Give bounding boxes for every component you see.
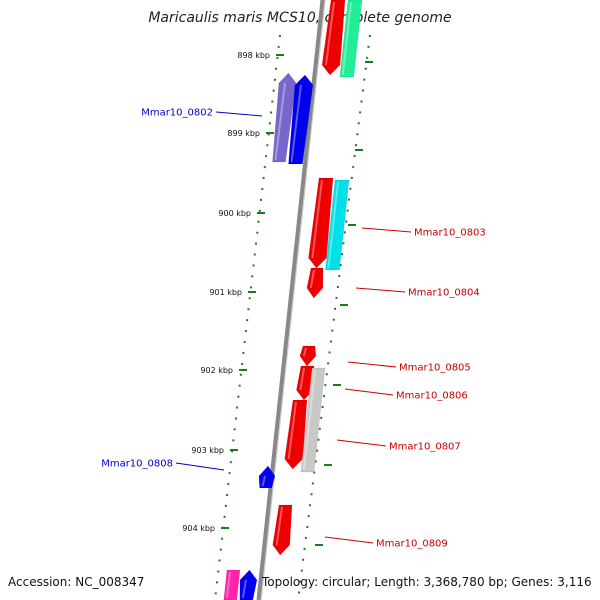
gene-shading — [327, 181, 339, 269]
gene-shading — [302, 347, 307, 357]
gene-label[interactable]: Mmar10_0807 — [389, 442, 461, 453]
gene-shading — [325, 1, 335, 66]
map-title: Maricaulis maris MCS10, complete genome — [148, 10, 452, 26]
gene-feature[interactable] — [300, 367, 326, 473]
tick-label: 902 kbp — [200, 366, 233, 375]
gene-leader-line — [344, 388, 394, 396]
gene-label[interactable]: Mmar10_0803 — [414, 228, 486, 239]
inner-dotted-rail — [214, 34, 281, 600]
tick-label: 900 kbp — [218, 209, 251, 218]
outer-dotted-rail — [297, 34, 371, 600]
gene-shading — [309, 269, 315, 289]
gene-leader-line — [324, 536, 374, 544]
gene-shading — [287, 401, 297, 460]
gene-label[interactable]: Mmar10_0809 — [376, 539, 448, 550]
gene-leader-line — [175, 462, 225, 471]
gene-leader-line — [355, 287, 406, 293]
gene-feature[interactable] — [325, 179, 350, 271]
accession-text: Accession: NC_008347 — [8, 575, 145, 589]
gene-shading — [341, 1, 352, 76]
gene-feature[interactable] — [272, 504, 293, 556]
gene-feature[interactable] — [239, 569, 258, 600]
gene-feature[interactable] — [339, 0, 363, 78]
tick-label: 903 kbp — [191, 446, 224, 455]
tick-label: 901 kbp — [209, 288, 242, 297]
gene-shading — [261, 475, 266, 487]
gene-shading — [311, 179, 323, 259]
gene-label[interactable]: Mmar10_0808 — [101, 459, 173, 470]
gene-shading — [302, 369, 316, 471]
gene-shading — [241, 579, 247, 599]
gene-feature[interactable] — [258, 465, 276, 489]
gene-shading — [290, 84, 302, 163]
gene-feature[interactable] — [272, 72, 297, 163]
gene-shading — [275, 506, 283, 546]
gene-leader-line — [361, 227, 412, 233]
gene-label[interactable]: Mmar10_0805 — [399, 363, 471, 374]
tick-label: 898 kbp — [237, 51, 270, 60]
gene-feature[interactable] — [321, 0, 346, 76]
gene-feature[interactable] — [306, 267, 324, 299]
tick-label: 904 kbp — [182, 524, 215, 533]
gene-feature[interactable] — [284, 399, 308, 470]
gene-label[interactable]: Mmar10_0806 — [396, 391, 468, 402]
gene-leader-line — [347, 361, 397, 368]
tick-label: 899 kbp — [227, 129, 260, 138]
topology-text: Topology: circular; Length: 3,368,780 bp… — [262, 575, 592, 589]
gene-feature[interactable] — [223, 569, 241, 600]
gene-label[interactable]: Mmar10_0804 — [408, 288, 480, 299]
genome-backbone — [256, 0, 326, 600]
gene-feature[interactable] — [288, 74, 314, 165]
gene-shading — [225, 571, 231, 599]
gene-label[interactable]: Mmar10_0802 — [141, 108, 213, 119]
gene-feature[interactable] — [299, 345, 317, 367]
gene-leader-line — [215, 111, 263, 117]
gene-shading — [274, 82, 286, 161]
genome-backbone-highlight — [260, 0, 326, 600]
gene-leader-line — [336, 439, 387, 447]
gene-shading — [299, 367, 305, 391]
gene-feature[interactable] — [308, 177, 334, 269]
